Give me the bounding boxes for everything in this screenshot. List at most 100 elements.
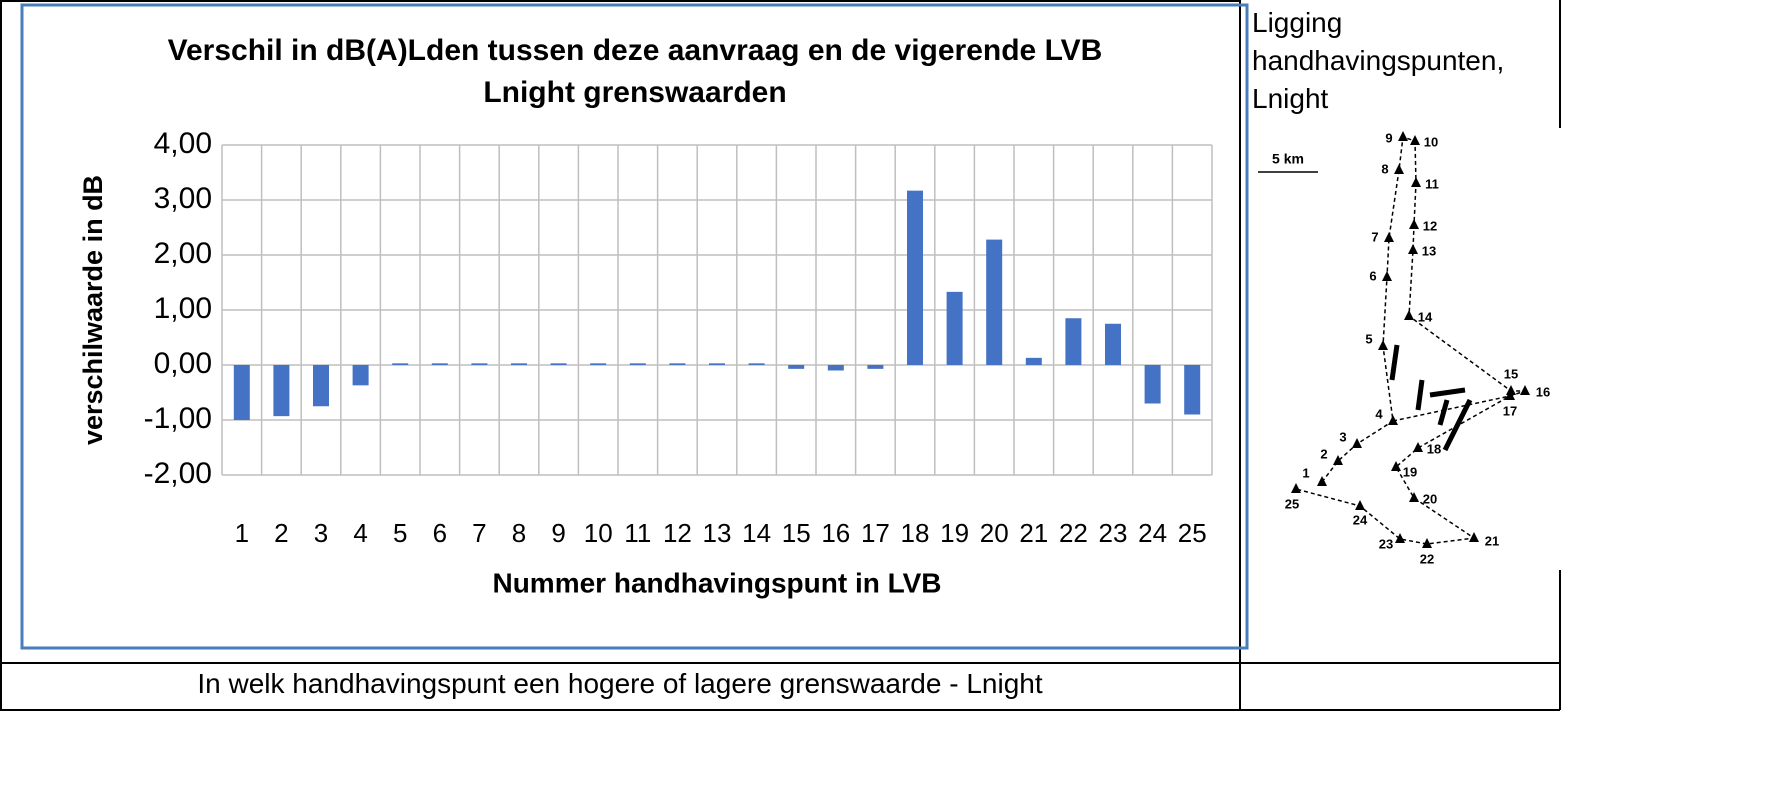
bar [986,239,1003,365]
map-point-label: 5 [1365,331,1372,346]
bar [352,365,369,386]
x-tick-label: 25 [1178,518,1207,548]
map-point-label: 4 [1375,406,1383,421]
y-axis-title: verschilwaarde in dB [78,175,108,445]
map-point [1398,131,1408,141]
y-tick-label: -1,00 [144,402,212,435]
runway [1442,398,1473,452]
map-point-label: 18 [1427,441,1441,456]
x-tick-label: 3 [314,518,328,548]
x-axis-title: Nummer handhavingspunt in LVB [492,567,941,598]
y-tick-label: 0,00 [154,347,212,380]
map-point-label: 7 [1371,229,1378,244]
map-point-label: 12 [1423,218,1437,233]
bar [550,363,567,365]
bar [827,365,844,371]
bar [233,365,250,420]
map-point-label: 13 [1422,243,1436,258]
x-tick-label: 15 [782,518,811,548]
x-tick-label: 4 [353,518,367,548]
scale-label: 5 km [1272,151,1304,167]
x-tick-label: 6 [433,518,447,548]
bar [669,363,686,365]
map-point-label: 15 [1504,366,1518,381]
map-point-label: 14 [1418,309,1433,324]
map-point [1333,455,1343,465]
x-tick-label: 7 [472,518,486,548]
bar [273,365,290,417]
map-point [1317,476,1327,486]
map-point-label: 16 [1536,384,1550,399]
runway [1415,379,1425,411]
map-point [1291,483,1301,493]
side-title: Ligging handhavingspunten, Lnight [1252,7,1505,114]
bar [629,363,646,365]
map-point [1422,538,1432,548]
map-point [1394,164,1404,174]
map-point [1352,438,1362,448]
map-point-label: 3 [1339,429,1346,444]
bar [748,363,765,365]
x-tick-label: 10 [584,518,613,548]
map-point [1409,219,1419,229]
x-tick-label: 17 [861,518,890,548]
bar [1065,318,1082,365]
x-tick-label: 16 [821,518,850,548]
map-point [1520,385,1530,395]
bar [1025,357,1042,365]
bar [907,190,923,365]
map-point [1404,310,1414,320]
map-point [1506,385,1516,395]
x-tick-label: 19 [940,518,969,548]
runway [1389,344,1400,381]
map-point [1469,532,1479,542]
map-point [1409,492,1419,502]
map-point [1384,232,1394,242]
bar [709,363,725,365]
map-point [1355,500,1365,510]
x-tick-label: 12 [663,518,692,548]
chart-frame [20,3,1249,650]
map-point [1395,533,1405,543]
route [1392,395,1511,422]
runway [1437,399,1450,426]
x-tick-label: 2 [274,518,288,548]
map-point-label: 11 [1425,176,1439,191]
bar [392,363,409,365]
map-point-label: 6 [1369,268,1376,283]
map-point-label: 2 [1320,446,1327,461]
map-point [1408,244,1418,254]
map-point-label: 21 [1485,533,1499,548]
y-tick-label: 4,00 [154,127,212,160]
y-tick-label: 2,00 [154,237,212,270]
map-point-label: 17 [1503,403,1517,418]
bar [1105,323,1121,365]
x-tick-label: 9 [551,518,565,548]
y-tick-label: 1,00 [154,292,212,325]
map-point [1391,461,1401,471]
map-point [1413,442,1423,452]
bar [867,365,884,369]
caption: In welk handhavingspunt een hogere of la… [197,668,1043,699]
map-point [1505,390,1515,400]
map-point [1410,135,1420,145]
map-point-label: 20 [1423,491,1437,506]
bar [471,363,488,365]
y-tick-label: -2,00 [144,457,212,490]
bar [788,365,805,369]
bar [946,291,963,365]
map-point-label: 24 [1353,512,1368,527]
map-point-label: 1 [1302,465,1309,480]
x-tick-label: 11 [624,518,651,548]
map-point [1388,415,1398,425]
x-tick-label: 5 [393,518,407,548]
route [1295,135,1526,545]
x-tick-label: 13 [703,518,732,548]
x-tick-label: 14 [742,518,771,548]
bar [1144,365,1161,404]
x-tick-label: 8 [512,518,526,548]
bar [431,363,448,365]
table-borders [0,0,1561,711]
